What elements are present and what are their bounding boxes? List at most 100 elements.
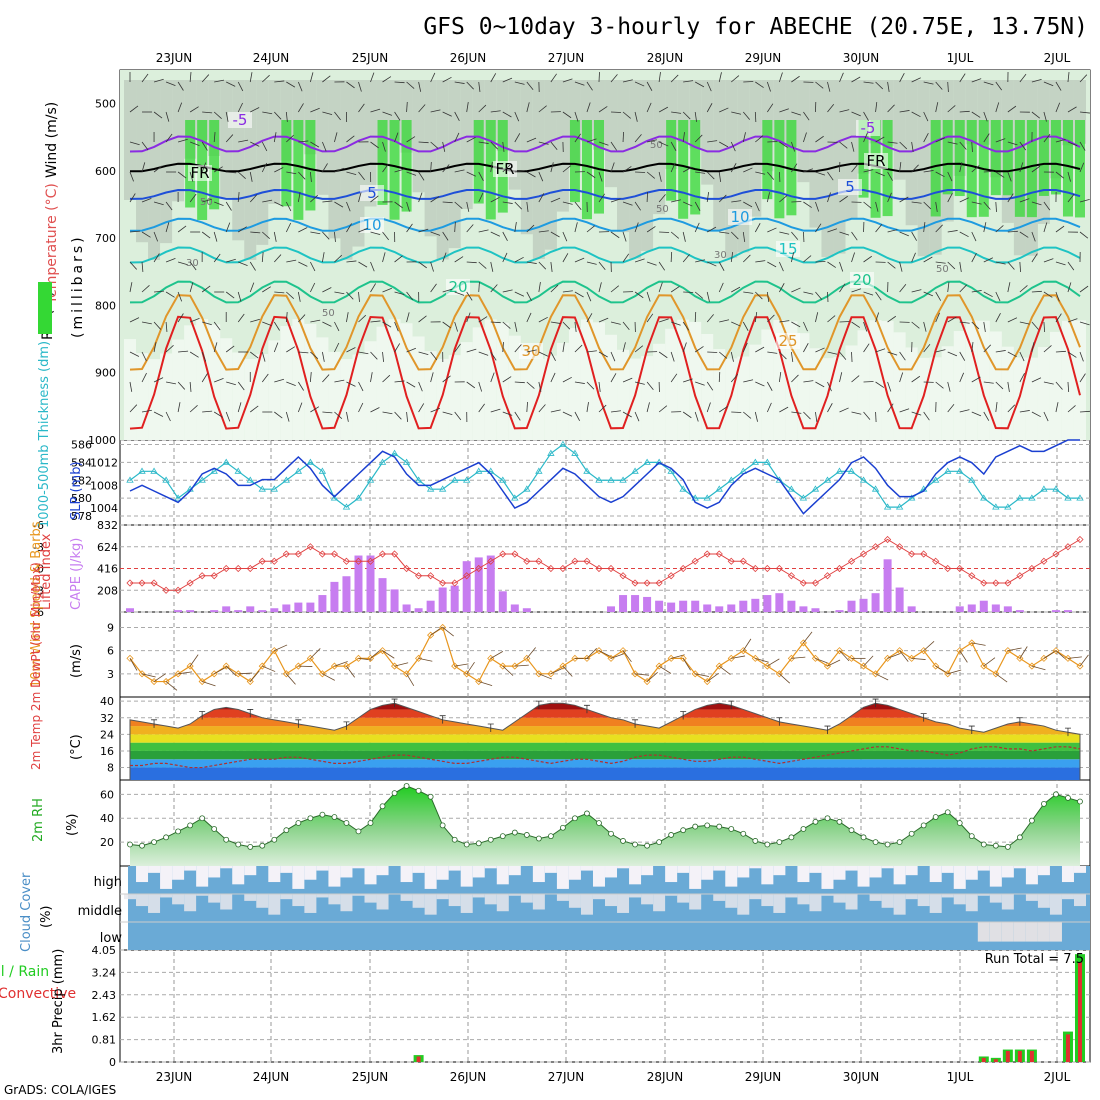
cape-bar bbox=[1015, 610, 1024, 612]
wind-barb bbox=[177, 381, 186, 390]
cloud-high-gap bbox=[893, 866, 906, 885]
thickness-point bbox=[414, 476, 423, 483]
wind-barb bbox=[707, 140, 718, 143]
wind-barb bbox=[322, 75, 331, 83]
wind-speed-point bbox=[896, 647, 904, 655]
wind-barb bbox=[646, 226, 656, 233]
temp-minmax-mark bbox=[728, 700, 735, 710]
wind-barb bbox=[153, 321, 162, 330]
wind-barb bbox=[731, 286, 741, 293]
wind-barb bbox=[526, 312, 532, 323]
wind-barb bbox=[586, 261, 597, 265]
li-point bbox=[823, 572, 832, 580]
rh-point bbox=[1053, 791, 1059, 798]
temp-minmax-mark bbox=[487, 723, 494, 732]
cape-bar bbox=[1063, 610, 1072, 612]
cloud-mid-gap bbox=[665, 894, 678, 896]
cloud-mid-gap bbox=[508, 894, 521, 896]
wind-barb-10m bbox=[682, 658, 691, 671]
wind-barb bbox=[165, 201, 173, 211]
li-tick: -6 bbox=[33, 519, 44, 532]
wind-barb bbox=[225, 345, 235, 353]
wind-barb bbox=[598, 71, 600, 83]
thickness-point bbox=[234, 467, 242, 474]
rh-dry-cell bbox=[268, 340, 281, 440]
wind-barb bbox=[250, 351, 259, 359]
wind-barb bbox=[803, 343, 809, 353]
wind-barb bbox=[358, 81, 362, 92]
wind-barb bbox=[935, 201, 938, 212]
wind-barb bbox=[923, 81, 934, 85]
rh-dry-cell bbox=[605, 334, 618, 440]
wind-barb bbox=[959, 261, 962, 272]
wind-barb bbox=[129, 230, 140, 233]
li-point bbox=[1004, 579, 1012, 587]
rh-dry-cell bbox=[460, 342, 473, 440]
contour-label: 20 bbox=[448, 278, 467, 296]
temp-band bbox=[130, 767, 1080, 780]
temp-minmax-mark bbox=[776, 717, 783, 726]
wind-barb bbox=[670, 351, 675, 362]
thickness-point bbox=[811, 485, 820, 492]
wind-barb bbox=[646, 191, 649, 203]
wind-barb bbox=[562, 253, 569, 263]
wind-barb bbox=[670, 162, 676, 173]
rh-point bbox=[692, 823, 699, 830]
cape-bar bbox=[991, 604, 1000, 612]
temp-contour bbox=[129, 315, 1081, 430]
wind-barb bbox=[526, 102, 530, 113]
cape-bar bbox=[679, 600, 688, 612]
wind-barb bbox=[622, 131, 624, 143]
rh-point bbox=[824, 815, 831, 822]
thickness-point bbox=[198, 476, 206, 483]
wind-barb bbox=[297, 192, 301, 203]
wind-barb bbox=[707, 261, 717, 267]
rh-point bbox=[584, 810, 590, 817]
wind-barb bbox=[1019, 321, 1030, 325]
cloud-high-gap bbox=[184, 866, 197, 871]
wind-barb bbox=[238, 139, 249, 143]
cloud-high-gap bbox=[496, 866, 509, 885]
contour-label: FR bbox=[866, 152, 885, 170]
li-point bbox=[475, 564, 483, 573]
wind-barb bbox=[610, 285, 620, 293]
wind-barb bbox=[1055, 402, 1059, 413]
thickness-point bbox=[1076, 494, 1084, 501]
wind-speed-point bbox=[415, 654, 423, 662]
wind-barb bbox=[538, 105, 547, 113]
cape-bar bbox=[426, 600, 435, 612]
wind-barb bbox=[827, 403, 833, 413]
wind-barb bbox=[959, 110, 970, 113]
wind-barb bbox=[178, 350, 189, 353]
wind-speed-point bbox=[342, 662, 351, 670]
temp-minmax-mark bbox=[680, 711, 687, 720]
rh-dry-cell bbox=[869, 320, 882, 440]
rh-dry-cell bbox=[821, 358, 834, 440]
thickness-point bbox=[1040, 485, 1048, 492]
rh-dry-cell bbox=[989, 331, 1002, 440]
cloud-mid-gap bbox=[929, 894, 942, 913]
wind-barb-10m bbox=[202, 681, 216, 687]
cloud-mid-gap bbox=[797, 894, 810, 905]
wind-barb bbox=[502, 376, 512, 383]
rh-point bbox=[1077, 798, 1083, 805]
wind-barb bbox=[803, 231, 805, 243]
wind-barb bbox=[285, 111, 288, 122]
wind-barb bbox=[755, 346, 765, 353]
wind-barb-10m bbox=[983, 657, 996, 667]
wind-barb-10m bbox=[322, 673, 335, 681]
wind-barb bbox=[562, 78, 573, 83]
wind-barb-10m bbox=[526, 647, 536, 659]
rh-grey-cell bbox=[256, 80, 269, 245]
cloud-high-gap bbox=[328, 866, 341, 887]
wind-barb bbox=[370, 351, 378, 360]
thickness-point bbox=[1052, 485, 1060, 492]
wind-barb bbox=[839, 351, 847, 360]
wind-barb bbox=[875, 291, 882, 301]
wind-barb bbox=[694, 81, 705, 88]
wind-barb bbox=[1007, 381, 1010, 392]
wind-barb bbox=[731, 111, 742, 115]
thickness-point bbox=[438, 485, 447, 492]
wind-barb bbox=[827, 381, 832, 392]
wind-barb bbox=[574, 321, 577, 332]
